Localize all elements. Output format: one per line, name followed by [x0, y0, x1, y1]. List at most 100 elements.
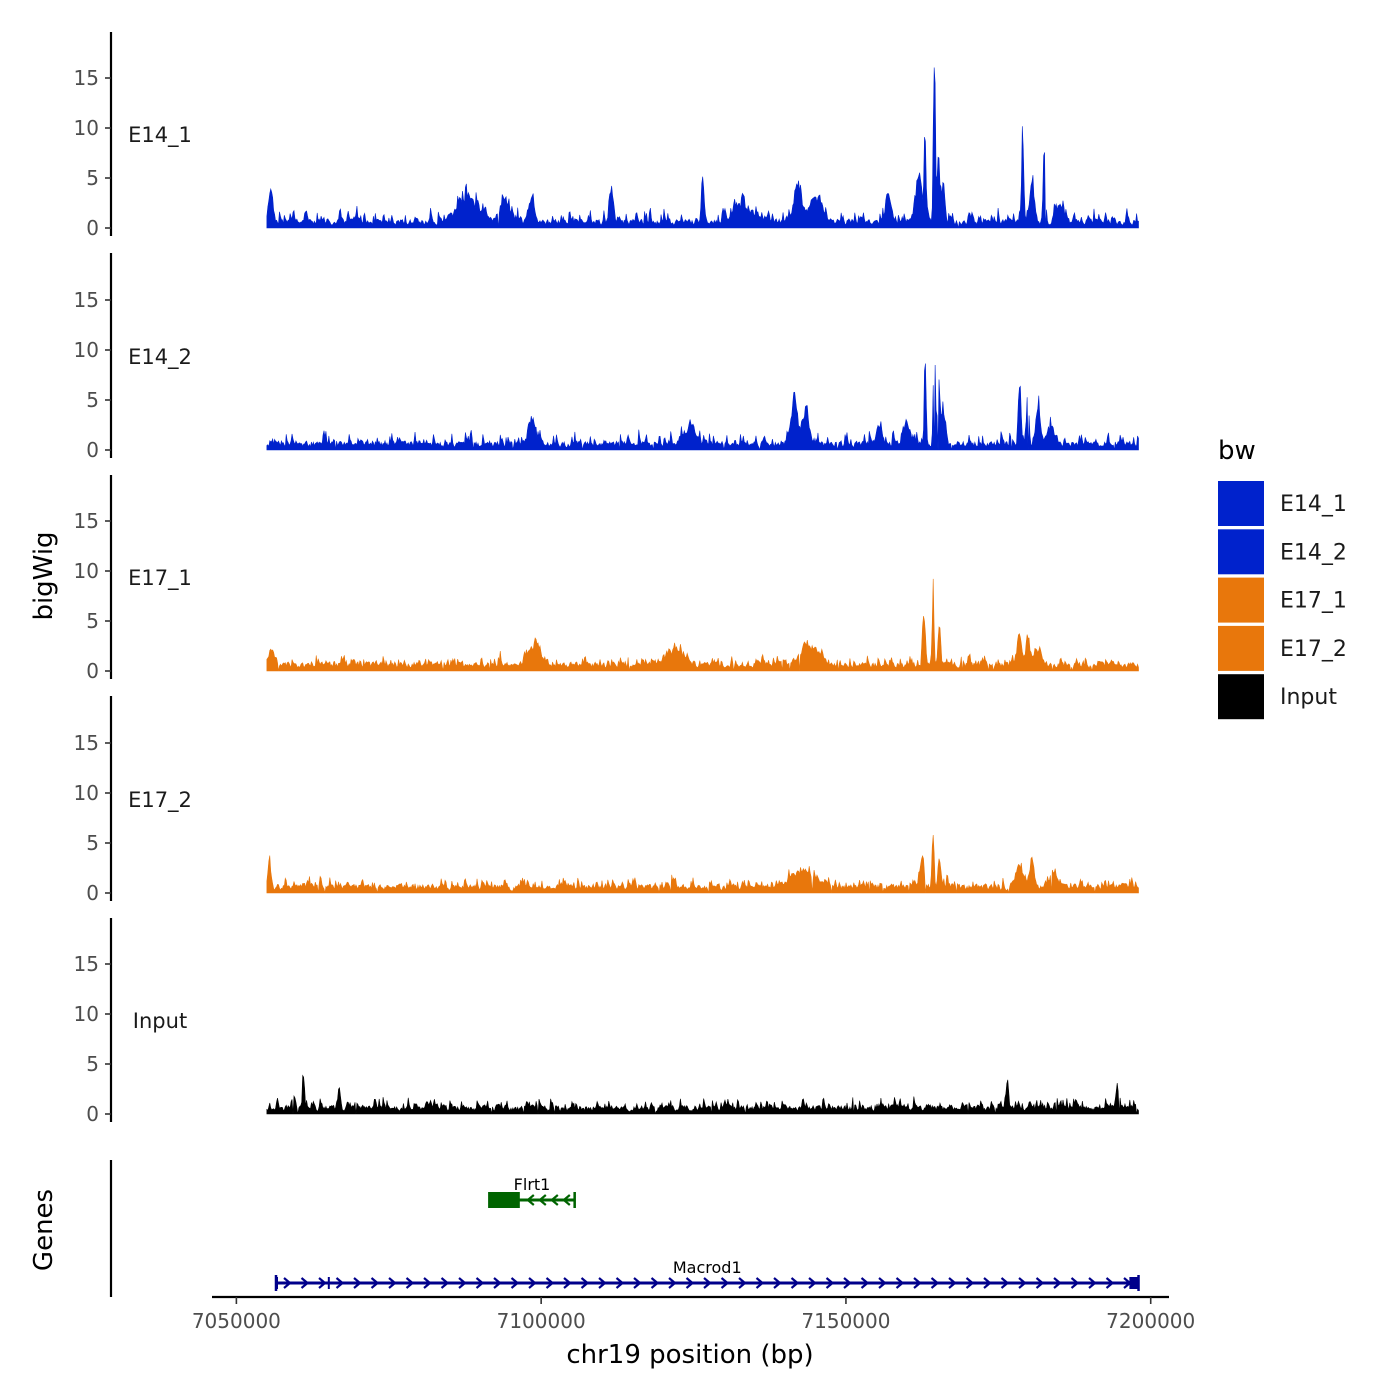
strand-arrow — [538, 1194, 547, 1206]
strand-arrow — [1123, 1277, 1132, 1289]
strand-arrow — [1035, 1277, 1045, 1289]
y-tick-label: 5 — [86, 609, 99, 633]
strand-arrow — [1070, 1277, 1080, 1289]
strand-arrow — [965, 1277, 975, 1289]
y-tick-label: 10 — [74, 338, 99, 362]
strand-arrow — [878, 1277, 887, 1289]
strand-arrow — [843, 1277, 852, 1289]
gene-annotation-panel: Flrt1 Macrod1 — [109, 1160, 1140, 1297]
exon — [489, 1192, 520, 1208]
strand-arrow — [423, 1277, 432, 1289]
coverage-area — [266, 834, 1139, 894]
strand-arrow — [563, 1277, 572, 1289]
strand-arrow — [545, 1277, 555, 1289]
legend-label: E14_1 — [1280, 492, 1347, 517]
y-tick-label: 5 — [86, 1052, 99, 1076]
strand-arrow — [650, 1277, 660, 1289]
gene-label: Flrt1 — [514, 1175, 551, 1194]
y-tick-label: 5 — [86, 388, 99, 412]
legend-swatch — [1218, 481, 1264, 526]
strand-arrow — [685, 1277, 695, 1289]
strand-arrow — [930, 1277, 940, 1289]
x-tick-label: 7150000 — [801, 1309, 890, 1333]
coverage-area — [266, 578, 1139, 672]
coverage-area — [266, 1074, 1139, 1115]
legend-swatch — [1218, 529, 1264, 575]
track-label: E17_2 — [128, 788, 192, 813]
y-tick-label: 15 — [74, 66, 99, 90]
y-tick-label: 0 — [86, 1102, 99, 1126]
strand-arrow — [458, 1277, 467, 1289]
gene-label: Macrod1 — [673, 1258, 742, 1277]
strand-arrow — [703, 1277, 712, 1289]
strand-arrow — [388, 1277, 397, 1289]
strand-arrow — [283, 1277, 292, 1289]
exon — [327, 1277, 330, 1289]
strand-arrow — [773, 1277, 782, 1289]
coverage-area — [266, 363, 1139, 451]
strand-arrow — [1018, 1277, 1027, 1289]
exon — [1129, 1277, 1139, 1289]
y-tick-label: 0 — [86, 438, 99, 462]
legend-label: Input — [1280, 685, 1337, 710]
strand-arrow — [526, 1194, 535, 1206]
y-tick-label: 15 — [74, 509, 99, 533]
y-tick-label: 15 — [74, 731, 99, 755]
track-E17_1: 0 5 10 15 E17_1 — [74, 475, 1139, 683]
y-axis-title: bigWig — [29, 531, 59, 620]
strand-arrow — [440, 1277, 450, 1289]
exon — [276, 1277, 279, 1289]
strand-arrow — [528, 1277, 537, 1289]
y-tick-label: 10 — [74, 1002, 99, 1026]
strand-arrow — [808, 1277, 817, 1289]
track-label: E14_2 — [128, 345, 192, 370]
y-tick-label: 5 — [86, 166, 99, 190]
strand-arrow — [405, 1277, 415, 1289]
strand-arrow — [860, 1277, 870, 1289]
y-tick-label: 10 — [74, 781, 99, 805]
strand-arrow — [913, 1277, 922, 1289]
exon — [573, 1192, 576, 1208]
strand-arrow — [825, 1277, 835, 1289]
y-tick-label: 10 — [74, 116, 99, 140]
strand-arrow — [510, 1277, 520, 1289]
legend-swatch — [1218, 577, 1264, 623]
track-label: Input — [133, 1009, 187, 1033]
strand-arrow — [353, 1277, 362, 1289]
strand-arrow — [633, 1277, 642, 1289]
strand-arrow — [475, 1277, 485, 1289]
strand-arrow — [562, 1194, 571, 1206]
strand-arrow — [668, 1277, 677, 1289]
strand-arrow — [318, 1277, 327, 1289]
x-axis-title: chr19 position (bp) — [566, 1340, 813, 1370]
strand-arrow — [1088, 1277, 1097, 1289]
y-tick-label: 10 — [74, 559, 99, 583]
y-tick-label: 5 — [86, 831, 99, 855]
coverage-area — [266, 67, 1139, 229]
strand-arrow — [755, 1277, 765, 1289]
strand-arrow — [615, 1277, 625, 1289]
strand-arrow — [948, 1277, 957, 1289]
track-label: E14_1 — [128, 123, 192, 148]
strand-arrow — [580, 1277, 590, 1289]
legend-label: E14_2 — [1280, 540, 1347, 565]
strand-arrow — [300, 1277, 310, 1289]
y-tick-label: 0 — [86, 216, 99, 240]
coverage-tracks: 0 5 10 15 E14_1 0 5 10 15 E14_2 0 5 10 15 E17_1 0 5 10 15 E… — [74, 32, 1139, 1126]
legend-swatch — [1218, 625, 1264, 671]
y-tick-label: 15 — [74, 952, 99, 976]
x-tick-label: 7200000 — [1106, 1309, 1195, 1333]
strand-arrow — [370, 1277, 380, 1289]
legend-title: bw — [1218, 436, 1256, 466]
legend-swatch — [1218, 674, 1264, 720]
strand-arrow — [720, 1277, 730, 1289]
track-E14_2: 0 5 10 15 E14_2 — [74, 253, 1139, 462]
gene-Macrod1: Macrod1 — [274, 1258, 1140, 1291]
strand-arrow — [550, 1194, 559, 1206]
x-tick-label: 7050000 — [192, 1309, 281, 1333]
y-tick-label: 15 — [74, 288, 99, 312]
genes-axis-title: Genes — [29, 1189, 59, 1271]
strand-arrow — [335, 1277, 345, 1289]
x-axis: 7050000 7100000 7150000 7200000 — [192, 1295, 1195, 1333]
